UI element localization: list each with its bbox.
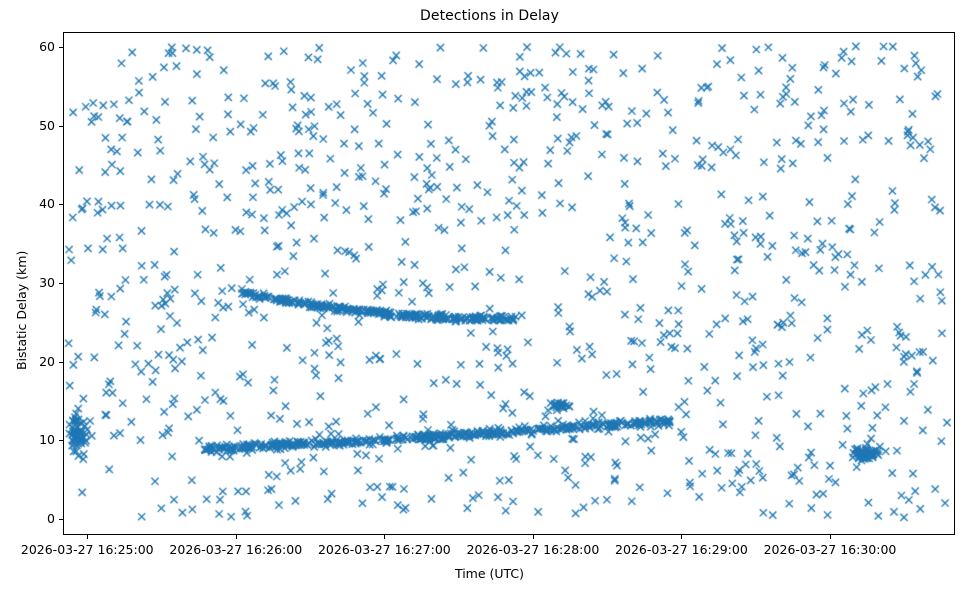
- y-tick-mark: [59, 519, 63, 520]
- y-tick-mark: [59, 47, 63, 48]
- y-tick-label: 30: [39, 274, 55, 290]
- y-tick-label: 50: [39, 117, 55, 133]
- x-tick-mark: [87, 535, 88, 539]
- x-tick-mark: [681, 535, 682, 539]
- y-tick-mark: [59, 283, 63, 284]
- y-tick-label: 60: [39, 38, 55, 54]
- y-tick-mark: [59, 126, 63, 127]
- plot-axes: [63, 32, 955, 535]
- x-axis-label: Time (UTC): [454, 566, 525, 581]
- y-tick-label: 10: [39, 432, 55, 448]
- y-tick-mark: [59, 440, 63, 441]
- x-tick-label: 2026-03-27 16:27:00: [317, 542, 451, 557]
- y-tick-mark: [59, 204, 63, 205]
- page-title: Detections in Delay: [419, 8, 559, 24]
- x-tick-mark: [384, 535, 385, 539]
- x-tick-label: 2026-03-27 16:28:00: [466, 542, 600, 557]
- x-tick-label: 2026-03-27 16:26:00: [169, 542, 303, 557]
- x-tick-label: 2026-03-27 16:29:00: [615, 542, 748, 557]
- scatter-plot-canvas: [64, 33, 954, 534]
- y-tick-label: 40: [39, 196, 55, 212]
- x-tick-label: 2026-03-27 16:30:00: [763, 542, 897, 557]
- y-tick-label: 20: [39, 353, 55, 369]
- y-tick-mark: [59, 362, 63, 363]
- x-tick-label: 2026-03-27 16:25:00: [20, 542, 154, 557]
- x-tick-mark: [533, 535, 534, 539]
- y-axis-label: Bistatic Delay (km): [14, 250, 29, 370]
- y-tick-label: 0: [47, 510, 55, 526]
- x-tick-mark: [236, 535, 237, 539]
- x-tick-mark: [830, 535, 831, 539]
